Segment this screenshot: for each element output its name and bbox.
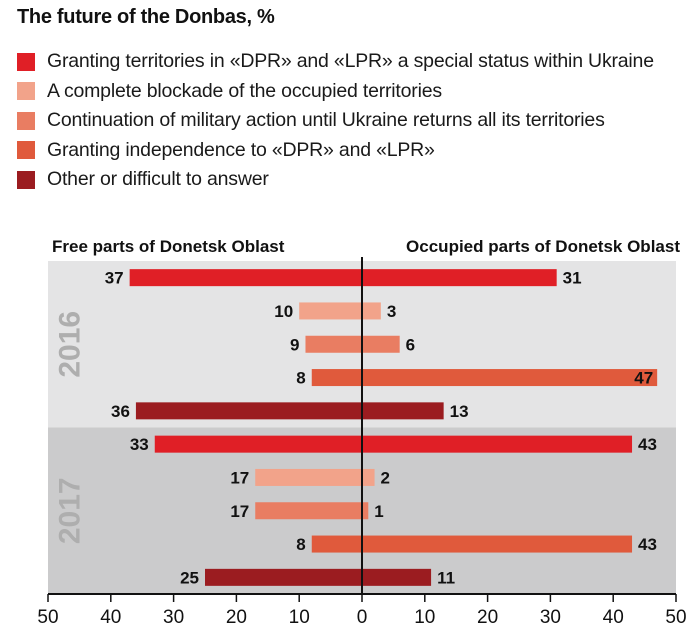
legend-label: A complete blockade of the occupied terr… — [47, 79, 442, 102]
bar-free — [205, 568, 362, 586]
x-tick-label: 0 — [357, 607, 368, 628]
legend-item: Continuation of military action until Uk… — [17, 106, 700, 136]
bar-occupied — [362, 435, 633, 453]
data-label-occupied: 6 — [406, 335, 415, 354]
legend-swatch — [17, 141, 35, 160]
bar-occupied — [362, 535, 633, 553]
x-tick-label: 50 — [37, 607, 58, 628]
bar-occupied — [362, 369, 658, 387]
year-label: 2016 — [54, 311, 87, 378]
data-label-free: 33 — [130, 435, 149, 454]
bar-free — [135, 402, 362, 420]
diverging-bar-chart: Free parts of Donetsk Oblast Occupied par… — [37, 237, 686, 628]
data-label-free: 37 — [105, 269, 124, 288]
year-label: 2017 — [54, 477, 87, 544]
bar-free — [311, 369, 362, 387]
bar-free — [255, 502, 362, 520]
data-label-occupied: 11 — [437, 568, 455, 587]
bar-free — [154, 435, 362, 453]
legend: Granting territories in «DPR» and «LPR» … — [17, 47, 700, 195]
data-label-free: 17 — [230, 468, 249, 487]
legend-label: Continuation of military action until Uk… — [47, 109, 605, 132]
x-tick-label: 30 — [163, 607, 184, 628]
bar-occupied — [362, 502, 369, 520]
x-tick-label: 40 — [100, 607, 121, 628]
legend-label: Granting independence to «DPR» and «LPR» — [47, 138, 435, 161]
x-tick-label: 20 — [477, 607, 498, 628]
bar-occupied — [362, 568, 432, 586]
data-label-occupied: 1 — [374, 502, 383, 521]
data-label-free: 8 — [296, 535, 305, 554]
side-label-occupied: Occupied parts of Donetsk Oblast — [406, 237, 680, 256]
data-label-free: 8 — [296, 369, 305, 388]
legend-swatch — [17, 82, 35, 101]
data-label-occupied: 3 — [387, 302, 396, 321]
side-label-free: Free parts of Donetsk Oblast — [52, 237, 285, 256]
x-tick-label: 10 — [414, 607, 435, 628]
data-label-occupied: 2 — [381, 468, 390, 487]
bar-occupied — [362, 468, 375, 486]
data-label-free: 9 — [290, 335, 299, 354]
x-tick-label: 40 — [603, 607, 624, 628]
bar-occupied — [362, 335, 400, 353]
data-label-occupied: 47 — [634, 369, 653, 388]
legend-swatch — [17, 52, 35, 71]
x-tick-label: 50 — [665, 607, 686, 628]
data-label-free: 25 — [180, 568, 199, 587]
bar-occupied — [362, 402, 444, 420]
data-label-occupied: 43 — [638, 435, 657, 454]
legend-swatch — [17, 111, 35, 130]
legend-label: Other or difficult to answer — [47, 168, 269, 191]
bar-free — [311, 535, 362, 553]
x-tick-label: 10 — [289, 607, 310, 628]
legend-item: Granting territories in «DPR» and «LPR» … — [17, 47, 700, 77]
data-label-occupied: 31 — [563, 269, 582, 288]
chart-title: The future of the Donbas, % — [17, 6, 275, 28]
legend-item: Other or difficult to answer — [17, 165, 700, 195]
bar-occupied — [362, 269, 557, 287]
legend-item: A complete blockade of the occupied terr… — [17, 77, 700, 107]
data-label-free: 17 — [230, 502, 249, 521]
data-label-occupied: 13 — [450, 402, 469, 421]
x-tick-label: 20 — [226, 607, 247, 628]
bar-free — [129, 269, 362, 287]
x-tick-label: 30 — [540, 607, 561, 628]
legend-label: Granting territories in «DPR» and «LPR» … — [47, 50, 654, 73]
bar-occupied — [362, 302, 381, 320]
bar-free — [305, 335, 362, 353]
legend-item: Granting independence to «DPR» and «LPR» — [17, 136, 700, 166]
bar-free — [299, 302, 362, 320]
data-label-occupied: 43 — [638, 535, 657, 554]
legend-swatch — [17, 170, 35, 189]
bar-free — [255, 468, 362, 486]
data-label-free: 10 — [274, 302, 293, 321]
data-label-free: 36 — [111, 402, 130, 421]
